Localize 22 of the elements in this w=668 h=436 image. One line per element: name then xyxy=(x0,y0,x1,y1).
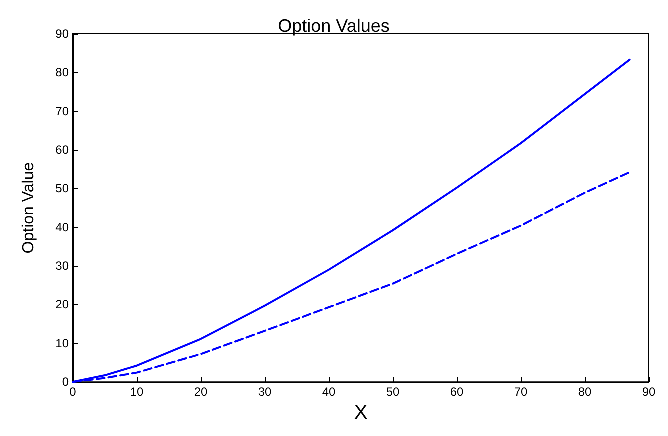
y-tick-label: 40 xyxy=(56,220,70,234)
y-axis-title: Option Value xyxy=(20,162,38,254)
y-tick-label: 10 xyxy=(56,336,70,350)
x-tick-label: 30 xyxy=(258,385,272,400)
x-axis-title: X xyxy=(354,402,368,424)
y-tick-label: 90 xyxy=(56,27,70,41)
y-tick-label: 60 xyxy=(56,143,70,158)
x-tick-label: 40 xyxy=(322,385,336,400)
y-tick-label: 50 xyxy=(56,182,70,196)
x-tick-label: 20 xyxy=(194,385,208,400)
y-tick-label: 70 xyxy=(56,104,70,118)
x-tick-label: 50 xyxy=(386,385,400,400)
x-tick-label: 90 xyxy=(642,385,656,400)
y-tick-label: 30 xyxy=(56,259,70,274)
x-tick-label: 10 xyxy=(130,385,144,400)
x-tick-label: 70 xyxy=(514,385,528,400)
y-tick-label: 0 xyxy=(62,375,70,390)
x-tick-label: 60 xyxy=(450,385,464,400)
chart-title: Option Values xyxy=(278,16,390,36)
y-tick-label: 20 xyxy=(56,298,70,312)
y-tick-label: 80 xyxy=(56,66,70,80)
x-tick-label: 80 xyxy=(578,385,592,400)
